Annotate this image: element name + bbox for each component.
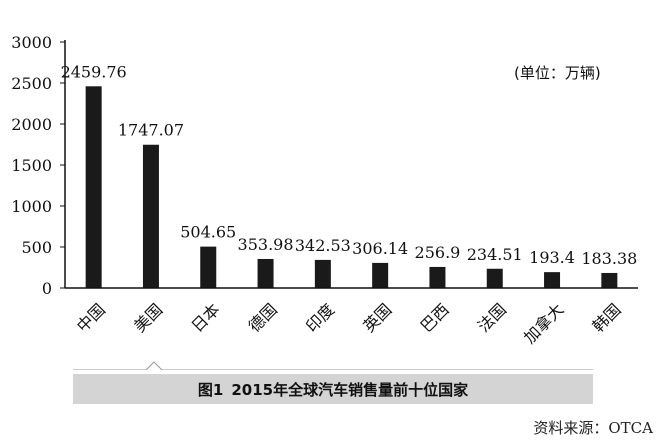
category-label: 中国 bbox=[73, 300, 109, 336]
category-label: 加拿大 bbox=[520, 300, 567, 347]
bar-value-label: 353.98 bbox=[238, 235, 294, 254]
bar bbox=[372, 262, 389, 288]
bar-chart: 0 500 1000 1500 2000 2500 3000 2459.76 1747.07 5… bbox=[11, 33, 638, 370]
bar bbox=[142, 144, 159, 288]
y-tick-label: 500 bbox=[21, 238, 52, 257]
bar bbox=[257, 258, 274, 288]
bar bbox=[85, 86, 102, 288]
y-tick-label: 1000 bbox=[11, 197, 52, 216]
bar bbox=[544, 272, 561, 288]
y-axis: 0 500 1000 1500 2000 2500 3000 bbox=[11, 33, 65, 298]
y-tick-label: 2500 bbox=[11, 74, 52, 93]
bars bbox=[85, 86, 618, 288]
caption-number: 图1 bbox=[197, 380, 224, 399]
y-tick-label: 1500 bbox=[11, 156, 52, 175]
y-tick-label: 3000 bbox=[11, 33, 52, 52]
category-label: 巴西 bbox=[417, 300, 453, 336]
caption-text: 2015年全球汽车销售量前十位国家 bbox=[231, 380, 469, 399]
category-label: 德国 bbox=[245, 300, 281, 336]
bar-value-label: 504.65 bbox=[180, 223, 236, 242]
bar-value-label: 234.51 bbox=[467, 245, 523, 264]
category-label: 印度 bbox=[302, 300, 338, 336]
bar bbox=[601, 272, 618, 288]
figure-caption: 图1 2015年全球汽车销售量前十位国家 bbox=[73, 374, 593, 404]
bar bbox=[429, 266, 446, 288]
bar-value-label: 2459.76 bbox=[61, 62, 127, 81]
bar-value-label: 1747.07 bbox=[118, 121, 184, 140]
category-label: 法国 bbox=[474, 300, 510, 336]
category-label: 日本 bbox=[187, 300, 223, 336]
bar bbox=[314, 259, 331, 288]
bar-value-label: 183.38 bbox=[581, 249, 637, 268]
unit-label: (单位：万辆) bbox=[514, 64, 601, 82]
bar-value-label: 256.9 bbox=[415, 243, 461, 262]
category-label: 美国 bbox=[130, 300, 166, 336]
x-axis-labels: 中国 美国 日本 德国 印度 英国 巴西 法国 加拿大 韩国 bbox=[73, 300, 625, 347]
bar-value-label: 306.14 bbox=[352, 239, 408, 258]
bar bbox=[486, 268, 503, 288]
y-tick-label: 0 bbox=[42, 279, 52, 298]
source-note: 资料来源：OTCA bbox=[533, 419, 653, 437]
bar bbox=[200, 246, 217, 288]
y-tick-label: 2000 bbox=[11, 115, 52, 134]
bar-value-label: 193.4 bbox=[529, 248, 575, 267]
bar-value-label: 342.53 bbox=[295, 236, 351, 255]
category-label: 韩国 bbox=[589, 300, 625, 336]
caption-pointer bbox=[73, 361, 593, 370]
category-label: 英国 bbox=[359, 300, 395, 336]
